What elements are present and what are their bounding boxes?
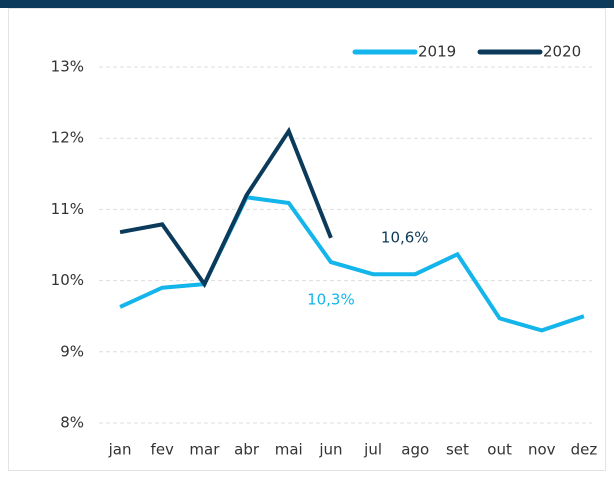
y-tick-label: 12% bbox=[51, 129, 84, 147]
x-tick-label: set bbox=[446, 441, 469, 459]
x-tick-label: dez bbox=[571, 441, 598, 459]
x-tick-label: fev bbox=[151, 441, 175, 459]
x-tick-label: ago bbox=[401, 441, 429, 459]
y-tick-label: 8% bbox=[60, 414, 84, 432]
series-line bbox=[119, 126, 333, 289]
data-label: 10,3% bbox=[307, 291, 355, 309]
x-tick-label: mar bbox=[189, 441, 220, 459]
x-tick-label: jun bbox=[318, 441, 342, 459]
y-tick-label: 13% bbox=[51, 58, 84, 76]
series-line bbox=[119, 195, 585, 333]
y-tick-label: 10% bbox=[51, 271, 84, 289]
x-tick-label: out bbox=[487, 441, 512, 459]
legend-label: 2020 bbox=[543, 43, 581, 61]
data-label: 10,6% bbox=[381, 228, 429, 246]
x-tick-label: nov bbox=[528, 441, 556, 459]
x-tick-label: jan bbox=[108, 441, 132, 459]
y-tick-label: 11% bbox=[51, 200, 84, 218]
x-tick-label: mai bbox=[275, 441, 303, 459]
y-tick-label: 9% bbox=[60, 342, 84, 360]
x-tick-label: jul bbox=[363, 441, 382, 459]
x-tick-label: abr bbox=[234, 441, 260, 459]
frame bbox=[8, 8, 606, 471]
header-bar bbox=[0, 0, 614, 8]
legend-label: 2019 bbox=[418, 43, 456, 61]
